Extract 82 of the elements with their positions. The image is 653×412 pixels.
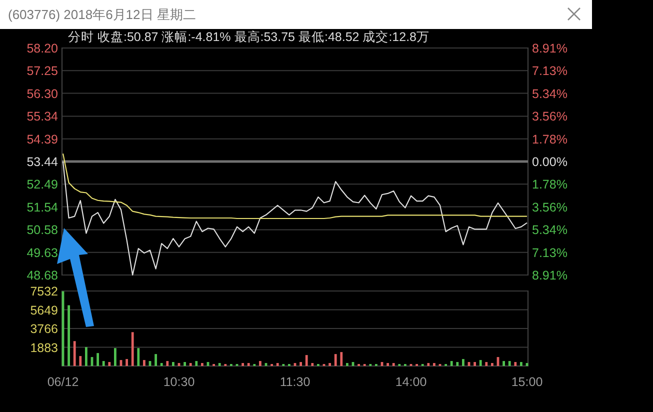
chart-title: (603776) 2018年6月12日 星期二 <box>8 7 196 22</box>
x-tick-label: 11:30 <box>280 375 310 389</box>
y2-tick-label: 5.34% <box>532 223 568 238</box>
bar <box>218 363 221 366</box>
bar <box>85 347 88 366</box>
y-tick-label: 1883 <box>30 340 58 355</box>
bar <box>259 361 262 366</box>
bar <box>514 362 517 366</box>
y-tick-label: 51.54 <box>26 200 58 214</box>
bar <box>108 362 111 366</box>
bar <box>184 362 186 366</box>
bar <box>102 361 105 366</box>
bar <box>520 362 522 366</box>
y-tick-label: 5649 <box>30 303 58 318</box>
bar <box>502 361 505 366</box>
bar <box>305 355 308 366</box>
y2-tick-label: 8.91% <box>532 268 568 282</box>
bar <box>340 352 343 366</box>
bar <box>392 363 395 366</box>
y-tick-label: 7532 <box>30 284 58 298</box>
bar <box>479 360 482 366</box>
bar <box>247 363 250 366</box>
bar <box>474 362 476 366</box>
bar <box>328 363 331 366</box>
bar <box>334 354 337 366</box>
x-tick-label: 14:00 <box>395 375 427 389</box>
bar <box>96 353 99 366</box>
y2-tick-label: 7.13% <box>532 64 568 78</box>
bar <box>462 359 464 366</box>
bar <box>143 360 146 366</box>
bar <box>300 362 302 366</box>
bar <box>485 362 488 366</box>
bar <box>137 348 140 366</box>
bar <box>427 363 430 366</box>
y2-tick-label: 5.34% <box>532 86 568 101</box>
y2-tick-label: 3.56% <box>532 200 568 214</box>
bar <box>131 332 134 366</box>
bar <box>276 363 279 366</box>
chart-subtitle: 分时 收盘:50.87 涨幅:-4.81% 最高:53.75 最低:48.52 成交:12.8万 <box>68 29 430 44</box>
y-tick-label: 3766 <box>30 322 58 336</box>
bar <box>433 363 436 366</box>
y-tick-label: 55.34 <box>26 110 58 124</box>
bar <box>79 356 82 366</box>
y2-tick-label: 3.56% <box>532 110 568 124</box>
y2-tick-label: 0.00% <box>532 155 568 169</box>
bar <box>126 359 128 366</box>
bar <box>172 362 174 366</box>
bar <box>311 363 314 366</box>
bar <box>201 363 204 366</box>
y-tick-label: 54.39 <box>26 132 58 146</box>
y-tick-label: 58.20 <box>26 42 58 56</box>
bar <box>68 305 70 366</box>
bar <box>242 363 244 366</box>
bar <box>166 361 169 366</box>
y-tick-label: 53.44 <box>26 155 58 169</box>
bar <box>456 362 459 366</box>
y-tick-label: 48.68 <box>26 268 58 282</box>
y-tick-label: 56.30 <box>26 86 58 101</box>
bar <box>154 354 157 366</box>
y-tick-label: 49.63 <box>26 246 58 260</box>
y2-tick-label: 8.91% <box>532 42 568 56</box>
y2-tick-label: 7.13% <box>532 246 568 260</box>
bar <box>114 348 116 366</box>
bar <box>491 363 494 366</box>
line-series <box>62 160 528 276</box>
y-tick-label: 52.49 <box>26 178 58 192</box>
bar <box>508 361 511 366</box>
bar <box>160 363 163 366</box>
bar <box>346 363 348 366</box>
bar <box>195 361 198 366</box>
bar <box>386 363 389 366</box>
line-series <box>62 153 528 220</box>
y2-tick-label: 1.78% <box>532 132 568 146</box>
y-tick-label: 50.58 <box>26 223 58 238</box>
y2-tick-label: 1.78% <box>532 178 568 192</box>
x-tick-label: 15:00 <box>511 375 543 389</box>
x-tick-label: 10:30 <box>163 375 195 389</box>
y-tick-label: 57.25 <box>26 64 58 78</box>
bar <box>189 363 192 366</box>
bar <box>450 361 453 366</box>
bar <box>73 341 76 366</box>
x-tick-label: 06/12 <box>47 375 79 389</box>
